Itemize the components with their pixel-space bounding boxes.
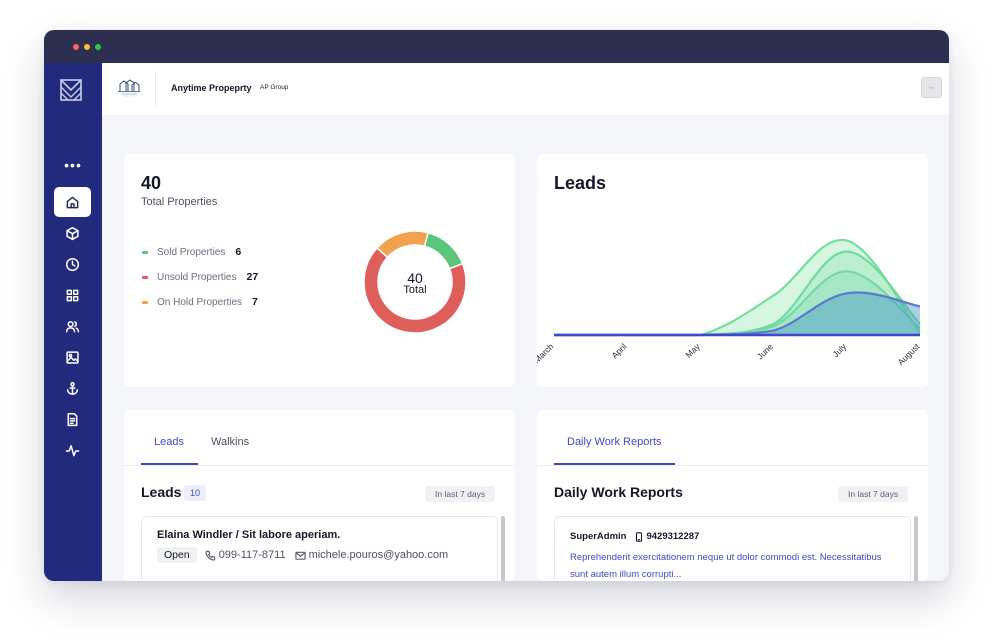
maximize-window-button[interactable] [95,44,101,50]
anchor-icon [66,381,79,395]
phone-icon [205,550,215,561]
sidebar-item-activity[interactable] [54,435,91,465]
leads-section-title: Leads [141,484,182,500]
reports-scrollbar[interactable] [914,516,918,581]
app-window: ••• [44,30,949,581]
tab-walkins[interactable]: Walkins [211,436,250,448]
reports-section-title: Daily Work Reports [554,484,683,500]
window-titlebar [44,30,949,63]
report-user-phone[interactable]: 9429312287 [646,531,700,542]
legend-unsold: Unsold Properties 27 [142,271,258,283]
leads-chart-title: Leads [554,173,607,193]
report-item[interactable]: SuperAdmin 9429312287 Reprehenderit exer… [554,516,911,581]
minimize-window-button[interactable] [84,44,90,50]
company-name: Anytime Propeprty [171,83,252,93]
tab-leads[interactable]: Leads [154,436,184,448]
activity-icon [65,444,80,456]
x-tick-label: June [755,341,775,361]
lead-status-badge: Open [157,547,197,563]
leads-chart-card: Leads March April May June July August [537,154,928,387]
report-text[interactable]: Reprehenderit exercitationem neque ut do… [570,552,882,580]
lead-name: Elaina Windler / Sit labore aperiam. [157,529,341,541]
company-logo-icon [118,79,140,97]
sidebar-item-history[interactable] [54,249,91,279]
report-user-name: SuperAdmin [570,531,627,542]
sidebar-item-documents[interactable] [54,404,91,434]
sidebar: ••• [44,63,102,581]
sidebar-item-properties[interactable] [54,218,91,248]
sidebar-item-users[interactable] [54,311,91,341]
legend-sold: Sold Properties 6 [142,246,241,258]
lead-item[interactable]: Elaina Windler / Sit labore aperiam. Ope… [141,516,498,581]
sidebar-item-dashboard[interactable] [54,280,91,310]
reports-tabs-divider [537,465,928,466]
clock-icon [65,257,80,271]
brand-divider [155,71,156,107]
lead-phone[interactable]: 099-117-8711 [218,549,286,561]
more-menu-button[interactable]: ••• [64,157,82,173]
mail-icon [294,551,306,560]
donut-total-value: 40 [407,270,423,286]
total-properties-count: 40 [141,173,162,193]
leads-list-card: Leads Walkins Leads 10 In last 7 days El… [124,410,515,581]
legend-on-hold: On Hold Properties 7 [142,296,258,308]
sold-swatch [142,250,148,254]
legend-unsold-value: 27 [246,271,259,283]
leads-count-badge: 10 [184,485,207,501]
image-icon [66,350,79,364]
app-logo-icon[interactable] [60,79,82,101]
close-window-button[interactable] [73,44,79,50]
document-icon [67,412,78,426]
users-icon [65,320,80,332]
sidebar-item-home[interactable] [54,187,91,217]
lead-email[interactable]: michele.pouros@yahoo.com [308,549,449,561]
x-tick-label: August [896,341,922,367]
series-d-area [554,292,920,335]
x-tick-label: May [683,341,702,360]
reports-range-badge[interactable]: In last 7 days [838,486,909,502]
home-icon [66,196,79,208]
topbar: Anytime Propeprty AP Group btn [102,63,949,115]
report-user-row: SuperAdmin 9429312287 [570,531,699,542]
grid-icon [66,289,79,301]
leads-area-chart: March April May June July August [537,238,922,367]
leads-range-badge[interactable]: In last 7 days [425,486,496,502]
sidebar-item-gallery[interactable] [54,342,91,372]
x-tick-label: March [537,341,556,365]
on-hold-swatch [142,300,148,304]
x-tick-label: April [610,341,629,360]
leads-scrollbar[interactable] [501,516,505,581]
cube-icon [66,226,79,240]
donut-total-label: Total [403,284,427,296]
unsold-swatch [142,275,148,279]
properties-donut-chart [363,230,467,334]
reports-card: Daily Work Reports Daily Work Reports In… [537,410,928,581]
series-a-area [554,239,920,335]
tabs-divider [124,465,515,466]
donut-slice-on-hold[interactable] [375,230,430,259]
tab-leads-underline [141,463,198,465]
series-c-area [554,271,920,335]
donut-slice-unsold[interactable] [363,246,467,334]
x-tick-label: July [830,341,848,359]
tab-daily-work-reports[interactable]: Daily Work Reports [567,436,662,448]
tab-reports-underline [554,463,675,465]
legend-sold-label: Sold Properties [157,246,226,258]
lead-meta: Open 099-117-8711 michele.pouros@yahoo.c… [157,547,457,563]
series-b-area [554,251,920,335]
sidebar-item-anchor[interactable] [54,373,91,403]
donut-slice-sold[interactable] [423,231,464,270]
total-properties-label: Total Properties [141,196,218,208]
properties-summary-card: 40 Total Properties Sold Properties 6 Un… [124,154,515,387]
legend-on-hold-value: 7 [252,296,258,308]
mobile-phone-icon [636,531,643,542]
company-group: AP Group [260,84,289,91]
legend-unsold-label: Unsold Properties [157,271,237,283]
legend-sold-value: 6 [235,246,242,258]
topbar-action-button[interactable]: btn [921,77,942,98]
legend-on-hold-label: On Hold Properties [157,296,243,308]
